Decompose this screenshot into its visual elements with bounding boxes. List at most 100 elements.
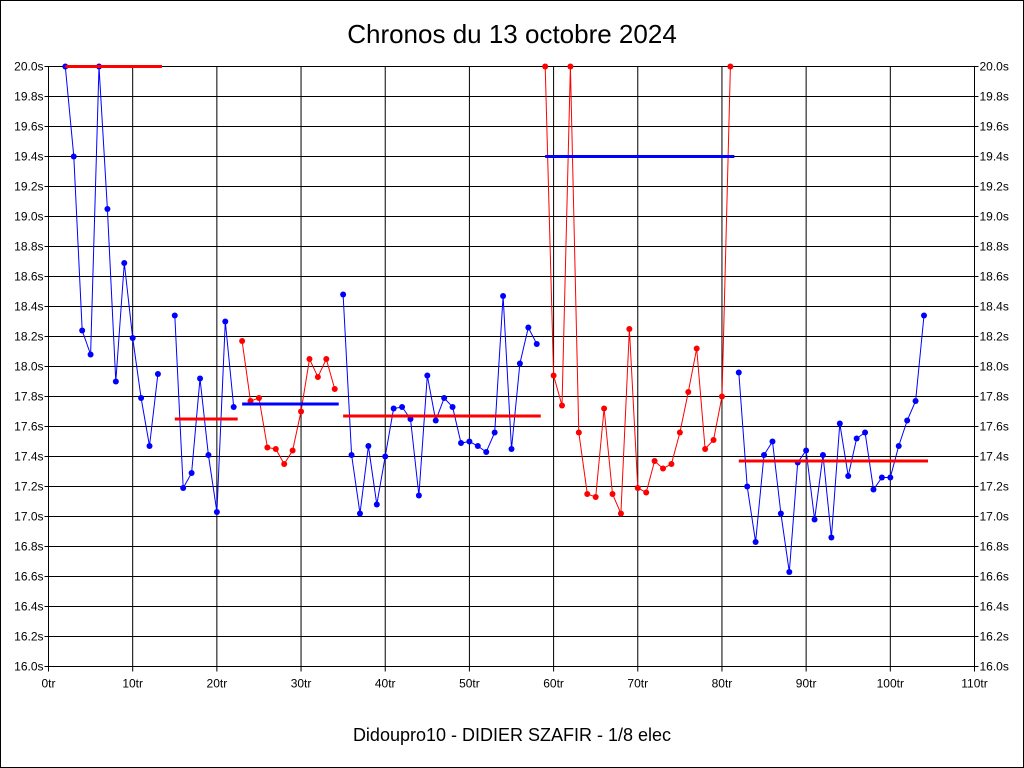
data-point <box>188 470 195 476</box>
y-tick-label-right: 18.4s <box>980 300 1009 314</box>
data-point <box>129 335 136 341</box>
data-point <box>920 312 927 319</box>
data-point <box>575 429 582 436</box>
y-tick-label-left: 18.0s <box>14 360 43 374</box>
x-axis-tick-labels: 0tr 10tr 20tr 30tr 40tr 50tr 60tr 70tr 80tr 90tr 1… <box>41 677 987 691</box>
y-tick-label-left: 18.6s <box>14 270 43 284</box>
data-point <box>466 438 473 445</box>
data-point <box>457 440 464 446</box>
y-tick-label-right: 17.4s <box>980 450 1009 464</box>
x-tick-label: 30tr <box>291 677 312 691</box>
y-tick-label-left: 16.8s <box>14 540 43 554</box>
y-tick-label-left: 19.2s <box>14 180 43 194</box>
data-point <box>255 395 262 401</box>
data-point <box>500 293 507 299</box>
data-point <box>289 447 296 454</box>
data-point <box>668 461 675 467</box>
vertical-gridlines <box>48 66 975 672</box>
y-tick-label-right: 16.4s <box>980 600 1009 614</box>
y-tick-label-right: 19.8s <box>980 90 1009 104</box>
data-point <box>222 318 229 325</box>
y-tick-label-right: 16.2s <box>980 630 1009 644</box>
x-tick-label: 110tr <box>961 677 987 691</box>
data-point <box>912 398 919 404</box>
data-point <box>660 465 667 472</box>
data-point <box>373 501 380 508</box>
y-tick-label-left: 16.4s <box>14 600 43 614</box>
data-point <box>491 429 498 436</box>
data-point <box>146 443 153 449</box>
data-point <box>70 153 77 160</box>
data-point <box>702 446 709 452</box>
data-point <box>752 539 759 545</box>
y-tick-label-right: 18.2s <box>980 330 1009 344</box>
data-point <box>533 341 540 347</box>
y-tick-label-right: 19.0s <box>980 210 1009 224</box>
data-point <box>474 443 481 449</box>
data-point <box>281 461 288 467</box>
horizontal-gridlines <box>44 66 979 667</box>
data-point <box>828 534 835 541</box>
data-point <box>676 429 683 436</box>
x-tick-label: 50tr <box>459 677 480 691</box>
x-tick-label: 90tr <box>796 677 817 691</box>
data-point <box>601 405 608 412</box>
data-point <box>735 369 742 376</box>
data-point <box>769 438 776 445</box>
data-point <box>819 452 826 458</box>
y-tick-label-left: 17.0s <box>14 510 43 524</box>
y-tick-label-left: 19.0s <box>14 210 43 224</box>
data-point <box>112 378 119 385</box>
y-tick-label-left: 18.2s <box>14 330 43 344</box>
data-point <box>180 485 187 491</box>
data-point <box>693 345 700 352</box>
y-tick-label-right: 18.6s <box>980 270 1009 284</box>
data-point <box>895 443 902 449</box>
x-tick-label: 70tr <box>627 677 648 691</box>
data-point <box>298 408 305 415</box>
y-tick-label-left: 18.4s <box>14 300 43 314</box>
data-point <box>904 417 911 424</box>
data-point <box>154 371 161 377</box>
y-tick-label-left: 17.8s <box>14 390 43 404</box>
y-tick-label-left: 19.4s <box>14 150 43 164</box>
data-point <box>508 446 515 452</box>
data-point <box>87 351 94 358</box>
y-tick-label-right: 19.4s <box>980 150 1009 164</box>
y-tick-label-left: 16.6s <box>14 570 43 584</box>
y-tick-label-right: 20.0s <box>980 60 1009 74</box>
x-tick-label: 80tr <box>712 677 733 691</box>
y-axis-tick-labels-right: 16.0s 16.2s 16.4s 16.6s 16.8s 17.0s 17.2s 17.4s… <box>980 60 1009 674</box>
y-tick-label-left: 19.8s <box>14 90 43 104</box>
data-point <box>584 491 591 497</box>
data-point <box>138 395 145 401</box>
y-tick-label-right: 16.6s <box>980 570 1009 584</box>
data-point <box>483 449 490 455</box>
data-point <box>331 386 338 392</box>
data-point <box>836 420 843 427</box>
data-point <box>264 444 271 451</box>
data-point <box>365 443 372 449</box>
data-point <box>525 324 532 331</box>
data-point <box>878 474 885 481</box>
y-tick-label-left: 17.4s <box>14 450 43 464</box>
data-point <box>761 452 768 458</box>
y-tick-label-right: 17.6s <box>980 420 1009 434</box>
data-point <box>617 510 624 517</box>
chart-subtitle: Didoupro10 - DIDIER SZAFIR - 1/8 elec <box>353 725 671 745</box>
data-point <box>887 474 894 481</box>
data-point <box>870 486 877 493</box>
data-point <box>862 429 869 436</box>
data-point <box>449 404 456 410</box>
y-tick-label-right: 17.8s <box>980 390 1009 404</box>
y-tick-label-left: 17.6s <box>14 420 43 434</box>
x-tick-label: 10tr <box>122 677 143 691</box>
data-point <box>853 435 860 442</box>
data-point <box>651 458 658 464</box>
plot-area-border <box>48 66 975 667</box>
x-tick-label: 40tr <box>375 677 396 691</box>
series-lines <box>62 63 927 575</box>
data-point <box>356 510 363 517</box>
y-tick-label-right: 18.8s <box>980 240 1009 254</box>
